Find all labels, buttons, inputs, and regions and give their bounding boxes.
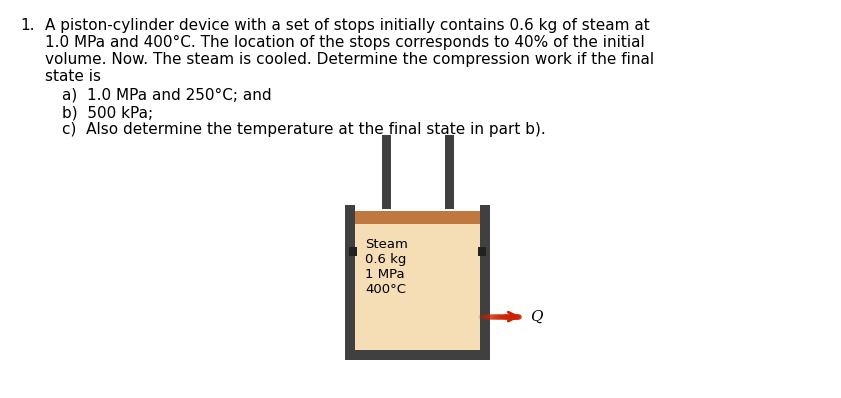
Bar	[383, 135, 392, 209]
Bar	[355, 211, 480, 224]
Text: c)  Also determine the temperature at the final state in part b).: c) Also determine the temperature at the…	[62, 122, 546, 137]
Bar	[445, 135, 454, 209]
Bar	[345, 350, 490, 360]
Text: Steam: Steam	[365, 238, 408, 251]
Bar	[480, 205, 490, 360]
Text: state is: state is	[45, 69, 101, 84]
Bar	[345, 205, 355, 360]
Text: 1 MPa: 1 MPa	[365, 268, 405, 281]
Bar	[349, 247, 357, 256]
Text: 400°C: 400°C	[365, 283, 406, 296]
Text: 1.0 MPa and 400°C. The location of the stops corresponds to 40% of the initial: 1.0 MPa and 400°C. The location of the s…	[45, 35, 645, 50]
Bar	[355, 224, 480, 350]
Text: volume. Now. The steam is cooled. Determine the compression work if the final: volume. Now. The steam is cooled. Determ…	[45, 52, 654, 67]
Text: Q: Q	[530, 310, 542, 324]
Text: 0.6 kg: 0.6 kg	[365, 253, 406, 266]
Text: a)  1.0 MPa and 250°C; and: a) 1.0 MPa and 250°C; and	[62, 88, 272, 103]
Text: A piston-cylinder device with a set of stops initially contains 0.6 kg of steam : A piston-cylinder device with a set of s…	[45, 18, 650, 33]
Text: b)  500 kPa;: b) 500 kPa;	[62, 105, 153, 120]
Text: 1.: 1.	[20, 18, 34, 33]
Bar	[478, 247, 486, 256]
